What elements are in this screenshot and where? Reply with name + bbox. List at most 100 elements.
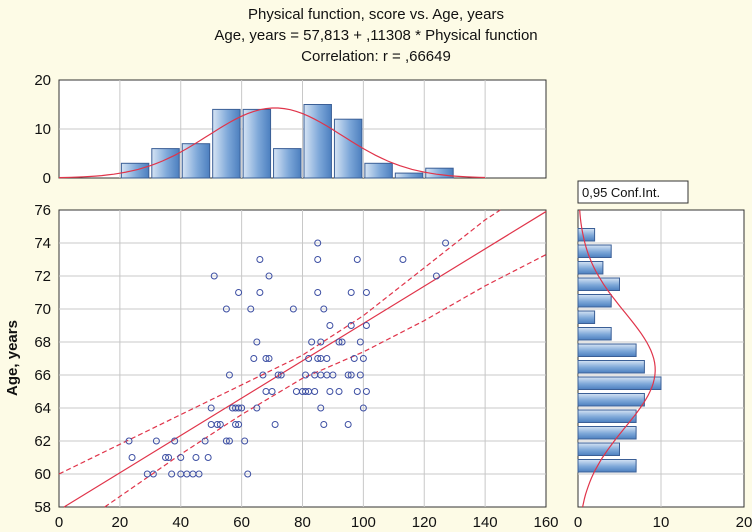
scatter-point xyxy=(344,421,352,428)
scatter-point xyxy=(162,454,170,461)
y-histogram-bar xyxy=(577,426,637,440)
confidence-upper-line xyxy=(58,209,501,475)
scatter-point xyxy=(235,404,243,412)
scatter-point xyxy=(317,338,325,346)
xhist-y-tick-label: 10 xyxy=(34,121,51,138)
xhist-y-tick-label: 0 xyxy=(43,170,51,187)
scatter-point xyxy=(353,388,361,395)
scatter-point xyxy=(362,322,370,329)
scatter-point xyxy=(317,404,325,412)
scatter-point xyxy=(168,470,176,478)
scatter-point xyxy=(432,272,440,280)
scatter-point xyxy=(222,305,230,313)
chart-title-line-1: Physical function, score vs. Age, years xyxy=(248,6,504,23)
scatter-point xyxy=(362,388,370,395)
x-histogram-bar xyxy=(364,162,393,179)
scatter-point xyxy=(235,421,243,428)
scatter-point xyxy=(192,454,200,461)
scatter-point xyxy=(268,388,276,395)
x-tick-label: 40 xyxy=(172,514,189,531)
scatter-point xyxy=(338,338,346,346)
x-tick-label: 20 xyxy=(112,514,129,531)
x-histogram-bar xyxy=(333,118,363,179)
scatter-point xyxy=(128,454,136,461)
grid-lines xyxy=(59,80,744,507)
y-histogram-bar xyxy=(577,294,612,308)
y-tick-label: 62 xyxy=(34,433,51,450)
scatter-point xyxy=(222,437,230,445)
scatter-point xyxy=(277,371,285,379)
scatter-point xyxy=(247,305,255,313)
scatter-point xyxy=(323,355,331,362)
scatter-point xyxy=(213,421,221,428)
scatter-point xyxy=(216,421,224,428)
y-histogram-bar xyxy=(577,327,612,341)
y-histogram-bar xyxy=(577,360,645,374)
scatter-point xyxy=(274,371,282,379)
scatter-point xyxy=(314,239,322,247)
y-tick-label: 76 xyxy=(34,202,51,219)
scatter-point xyxy=(238,404,246,412)
scatter-point xyxy=(362,289,370,296)
scatter-point xyxy=(195,470,203,478)
scatter-point xyxy=(320,305,328,313)
scatter-point xyxy=(347,322,355,329)
scatter-point xyxy=(335,388,343,395)
scatter-point xyxy=(241,437,249,445)
y-histogram-bar xyxy=(577,393,645,407)
y-histogram-bar xyxy=(577,277,620,291)
scatter-point xyxy=(326,322,334,329)
scatter-point xyxy=(256,256,264,263)
y-histogram-bar xyxy=(577,244,612,258)
y-histogram xyxy=(577,209,662,508)
y-tick-label: 74 xyxy=(34,235,51,252)
x-tick-label: 80 xyxy=(294,514,311,531)
scatter-point xyxy=(253,404,261,412)
scatter-point xyxy=(353,256,361,263)
scatter-point xyxy=(210,272,218,280)
x-tick-label: 120 xyxy=(412,514,437,531)
scatter-point xyxy=(326,388,334,395)
xhist-y-tick-label: 20 xyxy=(34,72,51,89)
y-histogram-bar xyxy=(577,376,662,390)
scatter-point xyxy=(350,355,358,362)
scatter-point xyxy=(262,355,270,362)
regression-line xyxy=(63,211,547,508)
scatter-point xyxy=(225,437,233,445)
y-histogram-bar xyxy=(577,261,604,275)
y-histogram-bar xyxy=(577,343,637,357)
y-tick-label: 68 xyxy=(34,334,51,351)
x-histogram-bar xyxy=(425,167,454,179)
y-histogram-bar xyxy=(577,459,637,473)
y-tick-label: 58 xyxy=(34,499,51,516)
y-tick-label: 64 xyxy=(34,400,51,417)
scatter-point xyxy=(359,355,367,362)
yhist-x-tick-label: 20 xyxy=(736,514,752,531)
y-histogram-bar xyxy=(577,228,596,242)
y-histogram-bar xyxy=(577,442,620,456)
x-histogram-normal-curve xyxy=(58,107,486,179)
confidence-label: 0,95 Conf.Int. xyxy=(582,185,660,200)
y-histogram-normal-curve xyxy=(579,209,656,508)
chart-title-line-2: Age, years = 57,813 + ,11308 * Physical … xyxy=(214,27,537,44)
scatter-point xyxy=(165,454,173,461)
scatter-point xyxy=(250,355,258,362)
scatter-point xyxy=(125,437,133,445)
tick-labels: 0 20 40 60 80 100 120 140 1605860626466687072747… xyxy=(34,72,752,531)
y-tick-label: 60 xyxy=(34,466,51,483)
chart-title-line-3: Correlation: r = ,66649 xyxy=(301,48,451,65)
x-histogram xyxy=(58,104,486,179)
scatter-point xyxy=(302,388,310,395)
x-tick-label: 0 xyxy=(55,514,63,531)
y-axis-label: Age, years xyxy=(4,320,21,396)
scatter-point xyxy=(308,338,316,346)
y-tick-label: 72 xyxy=(34,268,51,285)
scatter-point xyxy=(347,289,355,296)
x-histogram-bar xyxy=(273,148,302,179)
scatter-point xyxy=(256,289,264,296)
scatter-point xyxy=(232,421,240,428)
scatter-point xyxy=(177,454,185,461)
y-tick-label: 66 xyxy=(34,367,51,384)
scatter-point xyxy=(201,437,209,445)
